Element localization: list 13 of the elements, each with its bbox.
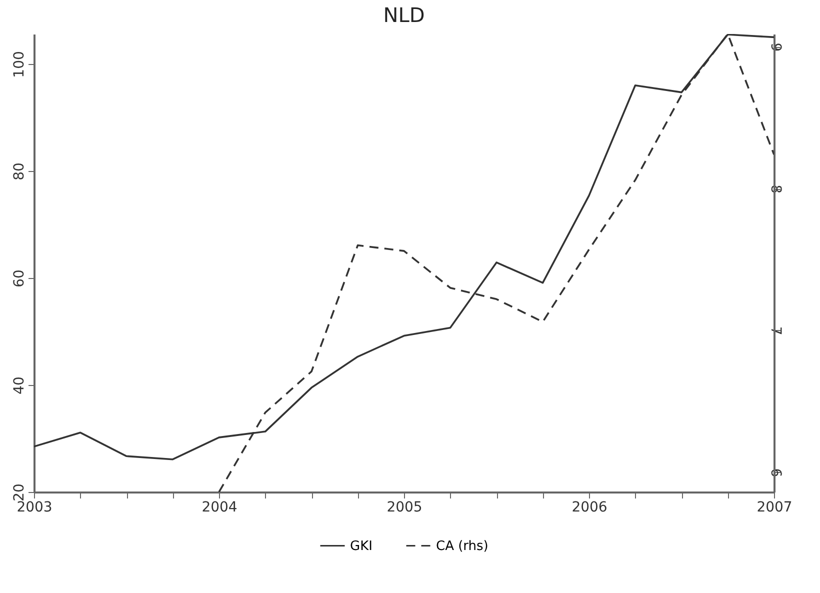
x-tick-label: 2005	[386, 500, 422, 516]
y-tick-label: 60	[12, 270, 28, 288]
x-tick-label: 2003	[16, 500, 52, 516]
y-tick-label: 40	[12, 376, 28, 394]
x-tick-label: 2007	[756, 500, 792, 516]
y-tick-label: 20	[12, 484, 28, 502]
y-tick-label: 80	[12, 162, 28, 180]
x-tick-label: 2006	[572, 500, 608, 516]
x-tick-label: 2004	[202, 500, 238, 516]
legend-label: GKI	[350, 538, 372, 554]
chart-title: NLD	[383, 3, 425, 27]
y-tick-label: 100	[12, 51, 28, 78]
legend-label: CA (rhs)	[436, 538, 488, 554]
